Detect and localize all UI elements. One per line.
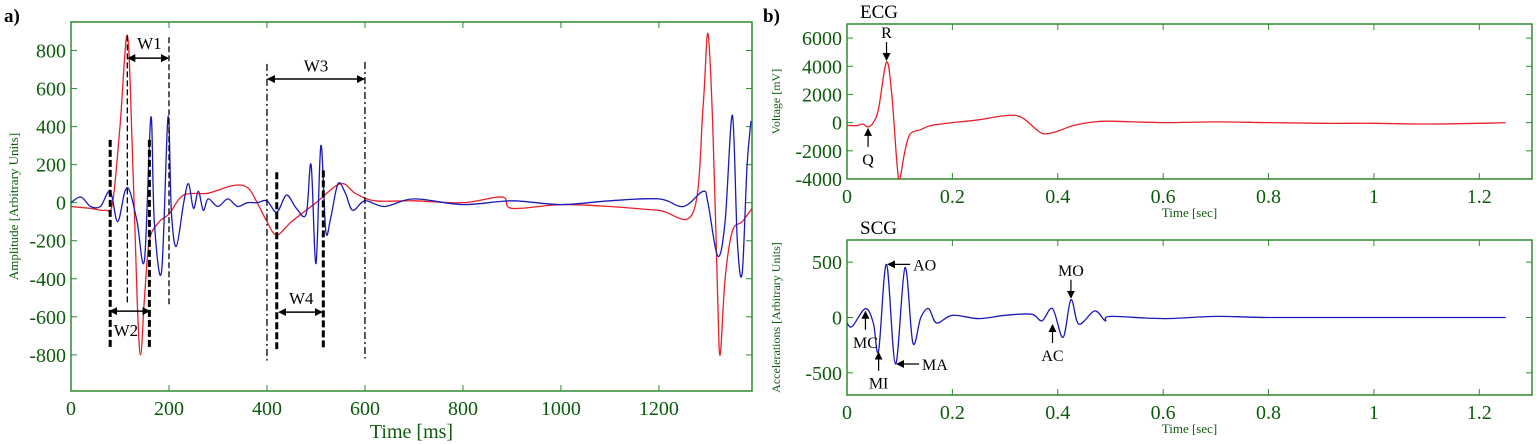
x-tick-label: 1 xyxy=(1369,186,1379,208)
window-label: W3 xyxy=(304,57,329,76)
y-tick-label: 6000 xyxy=(802,28,842,50)
x-tick-label: 0.2 xyxy=(940,186,965,208)
x-tick-label: 600 xyxy=(350,398,380,420)
x-tick-label: 0.6 xyxy=(1151,402,1176,424)
y-axis-label: Voltage [mV] xyxy=(769,69,783,134)
series-line-ecg xyxy=(847,61,1506,179)
chart-panel-2: 0 0.2 0.4 0.6 0.8 1 1.2 6000 4000 2000 0 -2000 -4000… xyxy=(763,2,1533,220)
y-tick-label: -200 xyxy=(29,231,66,253)
x-tick-label: 0 xyxy=(66,398,76,420)
chart-title: ECG xyxy=(860,2,898,23)
y-tick-label: 400 xyxy=(36,117,66,139)
point-label: R xyxy=(881,25,892,42)
y-tick-label: 800 xyxy=(36,41,66,63)
y-tick-label: 0 xyxy=(832,113,842,135)
y-tick-label: 600 xyxy=(36,79,66,101)
point-label: MA xyxy=(922,357,948,374)
y-tick-label: -800 xyxy=(29,345,66,367)
window-label: W2 xyxy=(114,321,139,340)
window-label: W1 xyxy=(137,34,162,53)
point-label: Q xyxy=(862,152,874,169)
y-tick-label: 200 xyxy=(36,155,66,177)
axes-box xyxy=(70,21,753,392)
y-tick-label: 500 xyxy=(812,252,842,274)
chart-title: SCG xyxy=(860,218,897,239)
x-tick-label: 400 xyxy=(252,398,282,420)
x-axis-label: Time [ms] xyxy=(370,421,453,443)
x-tick-label: 800 xyxy=(448,398,478,420)
x-axis-label: Time [sec] xyxy=(1162,205,1218,220)
point-label: MI xyxy=(869,376,889,393)
x-tick-label: 1000 xyxy=(541,398,581,420)
point-label: AC xyxy=(1041,348,1063,365)
x-tick-label: 1 xyxy=(1369,402,1379,424)
x-tick-label: 0.8 xyxy=(1256,402,1281,424)
y-tick-label: 4000 xyxy=(802,56,842,78)
y-tick-label: 0 xyxy=(832,308,842,330)
y-tick-label: -2000 xyxy=(795,141,842,163)
window-label: W4 xyxy=(289,289,314,308)
x-tick-label: 0 xyxy=(842,402,852,424)
point-label: AO xyxy=(913,257,936,274)
x-axis-label: Time [sec] xyxy=(1162,421,1218,436)
point-label: MC xyxy=(853,335,878,352)
y-axis-label: Accelerations [Arbitrary Units] xyxy=(769,242,783,393)
x-tick-label: 200 xyxy=(154,398,184,420)
panel-label: b) xyxy=(763,6,780,27)
x-tick-label: 0.4 xyxy=(1045,186,1070,208)
x-tick-label: 0.6 xyxy=(1151,186,1176,208)
y-axis-label: Amplitude [Arbitrary Units] xyxy=(6,133,21,280)
y-tick-label: -600 xyxy=(29,307,66,329)
y-tick-label: -500 xyxy=(805,363,842,385)
point-label: MO xyxy=(1058,263,1084,280)
x-tick-label: 0 xyxy=(842,186,852,208)
x-tick-label: 0.2 xyxy=(940,402,965,424)
series-line-scg xyxy=(847,263,1506,365)
x-tick-label: 0.8 xyxy=(1256,186,1281,208)
y-tick-label: -400 xyxy=(29,269,66,291)
y-tick-label: -4000 xyxy=(795,169,842,191)
x-tick-label: 1.2 xyxy=(1467,186,1492,208)
chart-panel-1: 0 200 400 600 800 1000 1200 800 600 400 200 0 -200 -4… xyxy=(4,6,753,443)
panel-label: a) xyxy=(4,6,20,27)
y-tick-label: 2000 xyxy=(802,84,842,106)
x-tick-label: 1.2 xyxy=(1467,402,1492,424)
series-line-scg xyxy=(71,114,752,278)
axes-box xyxy=(846,23,1533,180)
x-tick-label: 1200 xyxy=(639,398,679,420)
y-tick-label: 0 xyxy=(56,193,66,215)
series-line-ecg xyxy=(71,32,752,356)
x-tick-label: 0.4 xyxy=(1045,402,1070,424)
